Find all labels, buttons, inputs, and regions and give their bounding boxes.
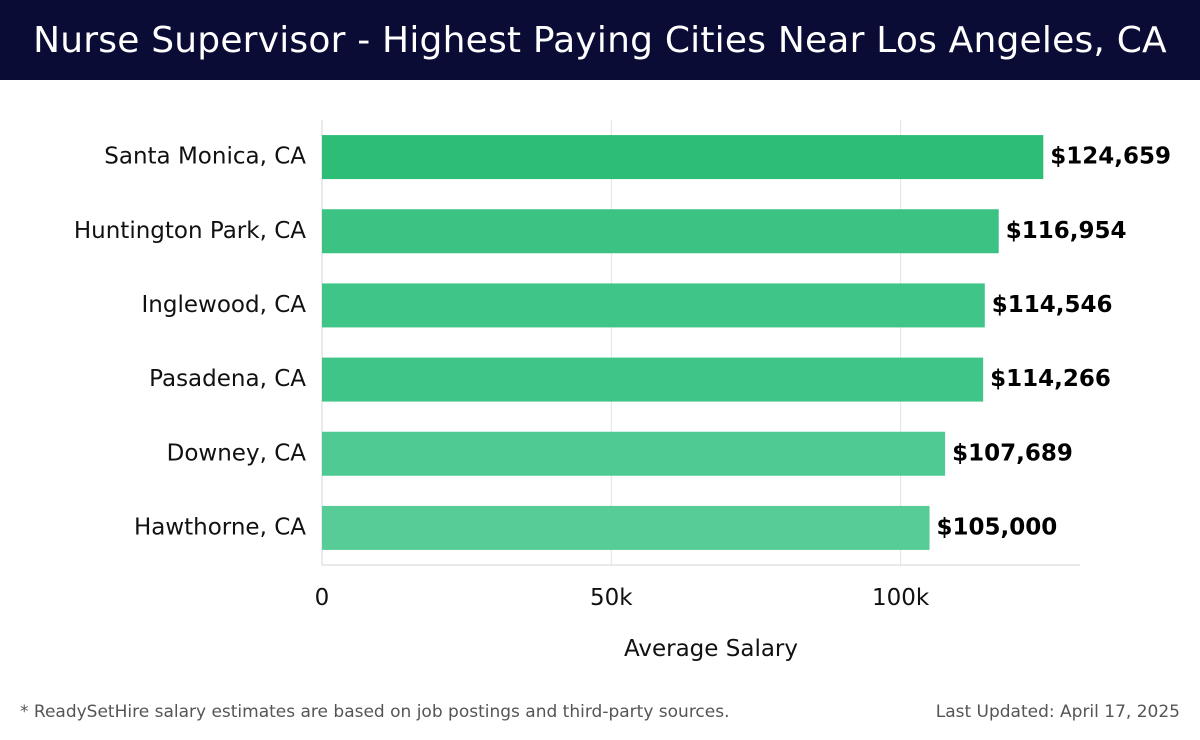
x-tick-label: 100k	[872, 585, 930, 611]
value-label: $107,689	[952, 440, 1073, 466]
chart-header: Nurse Supervisor - Highest Paying Cities…	[0, 0, 1200, 80]
bar	[322, 357, 984, 402]
category-label: Hawthorne, CA	[134, 514, 306, 540]
value-label: $114,266	[990, 366, 1111, 392]
value-label: $105,000	[937, 514, 1058, 540]
value-label: $114,546	[992, 292, 1113, 318]
bar-chart: Santa Monica, CA $124,659 Huntington Park,…	[74, 120, 1171, 662]
category-label: Pasadena, CA	[149, 366, 306, 392]
bar	[322, 209, 999, 254]
category-label: Inglewood, CA	[142, 292, 307, 318]
bar	[322, 135, 1044, 180]
category-label: Santa Monica, CA	[104, 144, 306, 170]
bar	[322, 283, 985, 328]
chart-title: Nurse Supervisor - Highest Paying Cities…	[33, 19, 1167, 61]
bar	[322, 431, 946, 476]
x-tick-label: 50k	[590, 585, 633, 611]
last-updated: Last Updated: April 17, 2025	[935, 702, 1180, 722]
bar	[322, 505, 930, 550]
category-label: Downey, CA	[167, 440, 307, 466]
value-label: $116,954	[1006, 218, 1127, 244]
x-tick-label: 0	[315, 585, 330, 611]
value-label: $124,659	[1050, 144, 1171, 170]
footer-note: * ReadySetHire salary estimates are base…	[20, 702, 730, 722]
category-label: Huntington Park, CA	[74, 218, 306, 244]
x-axis-label: Average Salary	[624, 636, 798, 662]
